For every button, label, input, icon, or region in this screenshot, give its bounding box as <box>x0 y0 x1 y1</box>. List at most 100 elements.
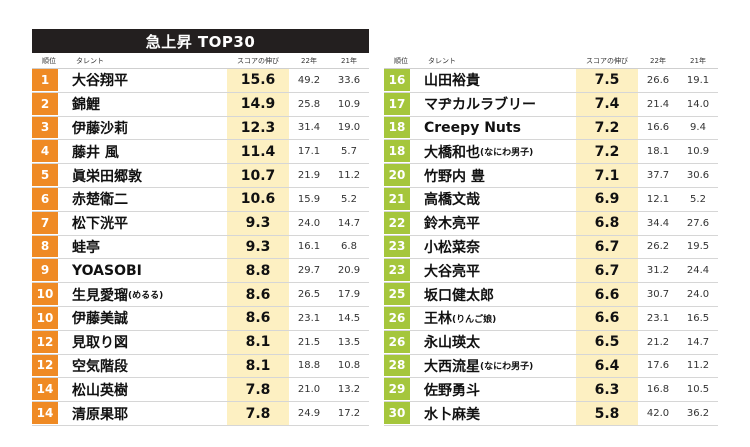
table-row: 26 王林 (りんご娘) 6.6 23.1 16.5 <box>384 306 718 331</box>
talent-name: 清原果耶 <box>58 402 227 425</box>
talent-name-text: 水卜麻美 <box>424 406 480 423</box>
table-row: 9 YOASOBI 8.8 29.7 20.9 <box>32 259 369 284</box>
talent-name: 伊藤沙莉 <box>58 116 227 140</box>
score-2021: 13.2 <box>329 378 369 402</box>
score-2021: 24.0 <box>678 283 718 306</box>
rank-cell: 10 <box>32 306 58 330</box>
header-rank: 順位 <box>42 57 56 65</box>
score-growth: 9.3 <box>227 235 289 259</box>
score-2021: 11.2 <box>678 354 718 378</box>
rank-cell: 28 <box>384 354 410 378</box>
score-growth: 8.1 <box>227 354 289 378</box>
table-row: 22 鈴木亮平 6.8 34.4 27.6 <box>384 211 718 236</box>
score-2021: 10.5 <box>678 378 718 402</box>
score-growth: 8.1 <box>227 330 289 354</box>
talent-name-text: 藤井 風 <box>72 144 119 161</box>
talent-name-text: 竹野内 豊 <box>424 168 485 185</box>
table-row: 30 水卜麻美 5.8 42.0 36.2 <box>384 402 718 426</box>
score-2021: 5.2 <box>329 187 369 211</box>
rank-cell: 26 <box>384 306 410 330</box>
score-2022: 34.4 <box>638 211 678 235</box>
score-2021: 5.2 <box>678 187 718 211</box>
score-growth: 9.3 <box>227 211 289 235</box>
rank-cell: 20 <box>384 164 410 187</box>
talent-name: 大谷亮平 <box>410 259 576 283</box>
score-2022: 26.2 <box>638 235 678 259</box>
talent-name-text: YOASOBI <box>72 262 142 279</box>
talent-name: 佐野勇斗 <box>410 378 576 402</box>
table-row: 26 永山瑛太 6.5 21.2 14.7 <box>384 330 718 355</box>
rank-cell: 14 <box>32 378 58 402</box>
talent-name: マヂカルラブリー <box>410 92 576 116</box>
score-growth: 7.8 <box>227 378 289 402</box>
score-growth: 7.5 <box>576 69 638 92</box>
rank-cell: 2 <box>32 92 58 116</box>
score-2022: 21.2 <box>638 330 678 354</box>
score-growth: 7.2 <box>576 116 638 140</box>
talent-name-text: 清原果耶 <box>72 406 128 423</box>
rank-cell: 18 <box>384 116 410 140</box>
talent-name-text: 空気階段 <box>72 358 128 375</box>
talent-name-text: 鈴木亮平 <box>424 216 480 233</box>
talent-name-text: 生見愛瑠 <box>72 287 128 304</box>
talent-name: 竹野内 豊 <box>410 164 576 187</box>
table-row: 12 空気階段 8.1 18.8 10.8 <box>32 354 369 379</box>
talent-name-text: 高橋文哉 <box>424 192 480 209</box>
talent-name: 眞栄田郷敦 <box>58 164 227 187</box>
score-2021: 14.7 <box>678 330 718 354</box>
score-growth: 5.8 <box>576 402 638 425</box>
rank-cell: 4 <box>32 140 58 164</box>
header-year-22: 22年 <box>650 57 666 65</box>
table-row: 18 大橋和也 (なにわ男子) 7.2 18.1 10.9 <box>384 140 718 165</box>
rank-cell: 18 <box>384 140 410 164</box>
talent-name: 王林 (りんご娘) <box>410 306 576 330</box>
score-growth: 10.6 <box>227 187 289 211</box>
rank-cell: 1 <box>32 69 58 92</box>
talent-name-text: 蛙亭 <box>72 239 100 256</box>
score-growth: 8.6 <box>227 306 289 330</box>
ranking-table-right: 順位 タレント スコアの伸び 22年 21年 16 山田裕貴 7.5 26.6 19.1… <box>384 54 718 426</box>
table-row: 16 山田裕貴 7.5 26.6 19.1 <box>384 69 718 93</box>
table-row: 14 松山英樹 7.8 21.0 13.2 <box>32 378 369 403</box>
rank-cell: 25 <box>384 283 410 306</box>
table-row: 20 竹野内 豊 7.1 37.7 30.6 <box>384 164 718 188</box>
table-row: 25 坂口健太郎 6.6 30.7 24.0 <box>384 283 718 307</box>
score-2021: 14.5 <box>329 306 369 330</box>
score-growth: 6.9 <box>576 187 638 211</box>
talent-name: 伊藤美誠 <box>58 306 227 330</box>
rank-cell: 5 <box>32 164 58 187</box>
talent-name-note: (めるる) <box>128 291 164 302</box>
score-2021: 14.7 <box>329 211 369 235</box>
talent-name: Creepy Nuts <box>410 116 576 140</box>
talent-name-text: 松山英樹 <box>72 382 128 399</box>
talent-name: 永山瑛太 <box>410 330 576 354</box>
talent-name-text: 大西流星 <box>424 358 480 375</box>
talent-name-text: マヂカルラブリー <box>424 97 536 114</box>
talent-name-text: 伊藤美誠 <box>72 311 128 328</box>
rank-cell: 21 <box>384 187 410 211</box>
rank-cell: 12 <box>32 330 58 354</box>
talent-name-text: 大橋和也 <box>424 144 480 161</box>
table-row: 3 伊藤沙莉 12.3 31.4 19.0 <box>32 116 369 141</box>
talent-name: 見取り図 <box>58 330 227 354</box>
talent-name: 松山英樹 <box>58 378 227 402</box>
score-2022: 21.0 <box>289 378 329 402</box>
table-body: 1 大谷翔平 15.6 49.2 33.6 2 錦鯉 14.9 25.8 10.9 3 伊藤沙莉 12.… <box>32 68 369 426</box>
score-2021: 14.0 <box>678 92 718 116</box>
talent-name-text: 大谷亮平 <box>424 263 480 280</box>
header-score: スコアの伸び <box>586 57 628 65</box>
score-growth: 7.2 <box>576 140 638 164</box>
table-row: 2 錦鯉 14.9 25.8 10.9 <box>32 92 369 117</box>
score-growth: 7.1 <box>576 164 638 187</box>
score-growth: 6.8 <box>576 211 638 235</box>
talent-name-text: 山田裕貴 <box>424 73 480 90</box>
ranking-table-left: 順位 タレント スコアの伸び 22年 21年 1 大谷翔平 15.6 49.2 33.6… <box>32 54 369 426</box>
score-2022: 29.7 <box>289 259 329 283</box>
score-2022: 18.1 <box>638 140 678 164</box>
score-growth: 6.3 <box>576 378 638 402</box>
talent-name-text: 小松菜奈 <box>424 239 480 256</box>
table-row: 10 伊藤美誠 8.6 23.1 14.5 <box>32 306 369 331</box>
header-year-22: 22年 <box>301 57 317 65</box>
talent-name-text: 錦鯉 <box>72 97 100 114</box>
score-2022: 17.1 <box>289 140 329 164</box>
